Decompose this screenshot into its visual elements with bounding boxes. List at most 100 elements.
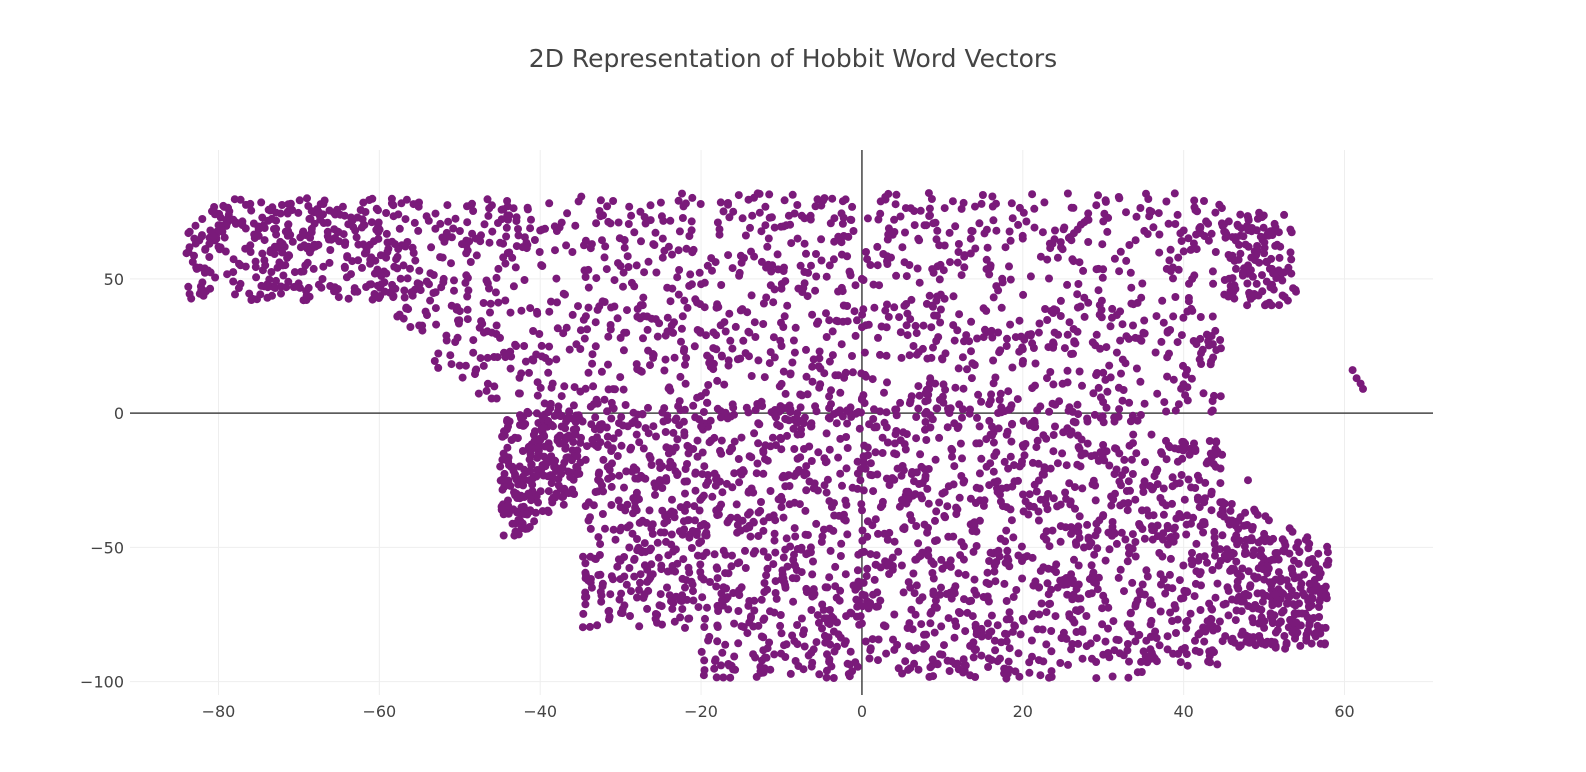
data-point	[1233, 583, 1241, 591]
data-point	[1073, 290, 1081, 298]
data-point	[692, 487, 700, 495]
data-point	[1181, 644, 1189, 652]
data-point	[1164, 584, 1172, 592]
data-point	[1172, 629, 1180, 637]
data-point	[944, 657, 952, 665]
data-point	[415, 267, 423, 275]
data-point	[1067, 570, 1075, 578]
data-point	[739, 517, 747, 525]
data-point	[547, 400, 555, 408]
data-point	[517, 307, 525, 315]
data-point	[198, 278, 206, 286]
data-point	[1079, 267, 1087, 275]
data-point	[247, 248, 255, 256]
data-point	[702, 389, 710, 397]
data-point	[268, 215, 276, 223]
data-point	[970, 653, 978, 661]
data-point	[1019, 615, 1027, 623]
data-point	[606, 590, 614, 598]
data-point	[1043, 316, 1051, 324]
data-point	[1199, 518, 1207, 526]
data-point	[1228, 284, 1236, 292]
data-point	[807, 423, 815, 431]
data-point	[1314, 550, 1322, 558]
data-point	[1003, 335, 1011, 343]
data-point	[917, 207, 925, 215]
data-point	[833, 643, 841, 651]
data-point	[1180, 247, 1188, 255]
data-point	[1051, 423, 1059, 431]
data-point	[1263, 258, 1271, 266]
data-point	[1268, 616, 1276, 624]
data-point	[1131, 538, 1139, 546]
data-point	[1174, 650, 1182, 658]
data-point	[814, 448, 822, 456]
data-point	[843, 530, 851, 538]
data-point	[771, 516, 779, 524]
data-point	[635, 544, 643, 552]
data-point	[1076, 534, 1084, 542]
data-point	[599, 456, 607, 464]
data-point	[432, 321, 440, 329]
data-point	[976, 469, 984, 477]
data-point	[883, 323, 891, 331]
data-point	[798, 212, 806, 220]
data-point	[252, 273, 260, 281]
data-point	[678, 325, 686, 333]
data-point	[971, 576, 979, 584]
data-point	[1125, 477, 1133, 485]
data-point	[847, 216, 855, 224]
data-point	[847, 648, 855, 656]
data-point	[510, 467, 518, 475]
data-point	[1003, 431, 1011, 439]
data-point	[493, 395, 501, 403]
data-point	[1006, 615, 1014, 623]
data-point	[586, 623, 594, 631]
data-point	[1094, 191, 1102, 199]
data-point	[483, 387, 491, 395]
data-point	[561, 291, 569, 299]
data-point	[553, 298, 561, 306]
data-point	[388, 238, 396, 246]
data-point	[846, 661, 854, 669]
data-point	[903, 430, 911, 438]
data-point	[722, 328, 730, 336]
data-point	[192, 222, 200, 230]
data-point	[416, 280, 424, 288]
data-point	[548, 421, 556, 429]
data-point	[997, 498, 1005, 506]
data-point	[1115, 413, 1123, 421]
data-point	[663, 584, 671, 592]
data-point	[1126, 442, 1134, 450]
data-point	[462, 249, 470, 257]
data-point	[895, 313, 903, 321]
data-point	[1088, 561, 1096, 569]
data-point	[756, 209, 764, 217]
data-point	[941, 513, 949, 521]
data-point	[1150, 511, 1158, 519]
data-point	[478, 320, 486, 328]
data-point	[836, 597, 844, 605]
data-point	[756, 507, 764, 515]
data-point	[689, 402, 697, 410]
data-point	[891, 439, 899, 447]
data-point	[703, 604, 711, 612]
data-point	[1074, 401, 1082, 409]
data-point	[987, 261, 995, 269]
data-point	[1251, 601, 1259, 609]
data-point	[539, 507, 547, 515]
data-point	[930, 269, 938, 277]
data-point	[598, 592, 606, 600]
data-point	[570, 490, 578, 498]
data-point	[1007, 453, 1015, 461]
data-point	[1211, 327, 1219, 335]
data-point	[1054, 459, 1062, 467]
data-point	[622, 401, 630, 409]
data-point	[858, 311, 866, 319]
data-point	[802, 250, 810, 258]
data-point	[485, 204, 493, 212]
data-point	[991, 646, 999, 654]
data-point	[991, 637, 999, 645]
data-point	[627, 212, 635, 220]
data-point	[1166, 571, 1174, 579]
